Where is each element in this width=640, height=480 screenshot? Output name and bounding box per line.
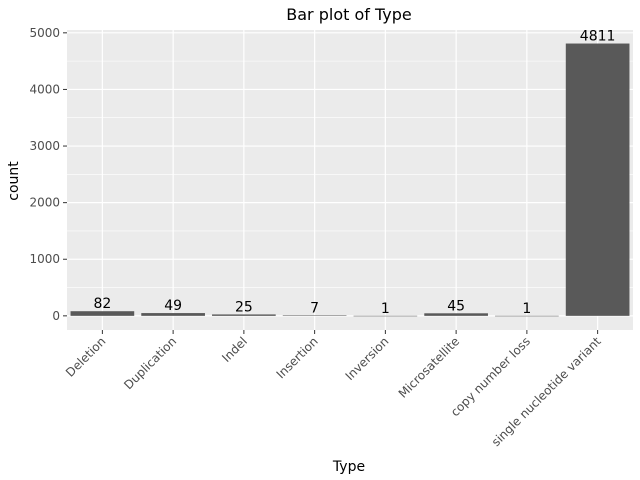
y-axis: 0 1000 2000 3000 4000 5000 xyxy=(29,26,67,323)
x-tick-label: Duplication xyxy=(121,334,179,392)
bar-copy-number-loss xyxy=(495,315,559,317)
x-tick-label: Insertion xyxy=(274,334,321,381)
bar-duplication xyxy=(141,313,205,316)
y-tick-label: 5000 xyxy=(29,26,60,40)
y-tick-label: 2000 xyxy=(29,196,60,210)
x-tick-label: Indel xyxy=(219,334,250,365)
bar-single-nucleotide-variant xyxy=(565,43,630,316)
x-axis-title: Type xyxy=(332,459,365,475)
bar-value-label: 25 xyxy=(235,299,253,315)
bar-value-label: 1 xyxy=(522,301,531,317)
minor-gridlines xyxy=(67,60,633,288)
bar-value-label: 4811 xyxy=(580,29,616,45)
bar-value-label: 45 xyxy=(447,298,465,314)
x-tick-label: Inversion xyxy=(343,334,392,383)
x-axis: Deletion Duplication Indel Insertion Inversi… xyxy=(63,330,604,449)
y-tick-label: 0 xyxy=(52,309,60,323)
bar-value-label: 49 xyxy=(164,298,182,314)
bar-microsatellite xyxy=(424,313,488,316)
bar-deletion xyxy=(70,311,135,316)
bar-value-label: 82 xyxy=(93,296,111,312)
bar-value-label: 7 xyxy=(310,300,319,316)
y-tick-label: 4000 xyxy=(29,82,60,96)
bars xyxy=(70,43,630,317)
bar-value-labels: 82 49 25 7 1 45 1 4811 xyxy=(93,29,615,317)
chart-title: Bar plot of Type xyxy=(286,5,411,24)
bar-insertion xyxy=(282,315,347,316)
y-tick-label: 1000 xyxy=(29,252,60,266)
plot-panel xyxy=(67,30,633,330)
x-tick-label: Microsatellite xyxy=(396,334,463,401)
y-tick-label: 3000 xyxy=(29,139,60,153)
bar-value-label: 1 xyxy=(381,301,390,317)
x-tick-label: Deletion xyxy=(63,334,108,379)
bar-inversion xyxy=(353,315,418,317)
y-axis-title: count xyxy=(6,161,22,201)
bar-indel xyxy=(212,314,276,316)
